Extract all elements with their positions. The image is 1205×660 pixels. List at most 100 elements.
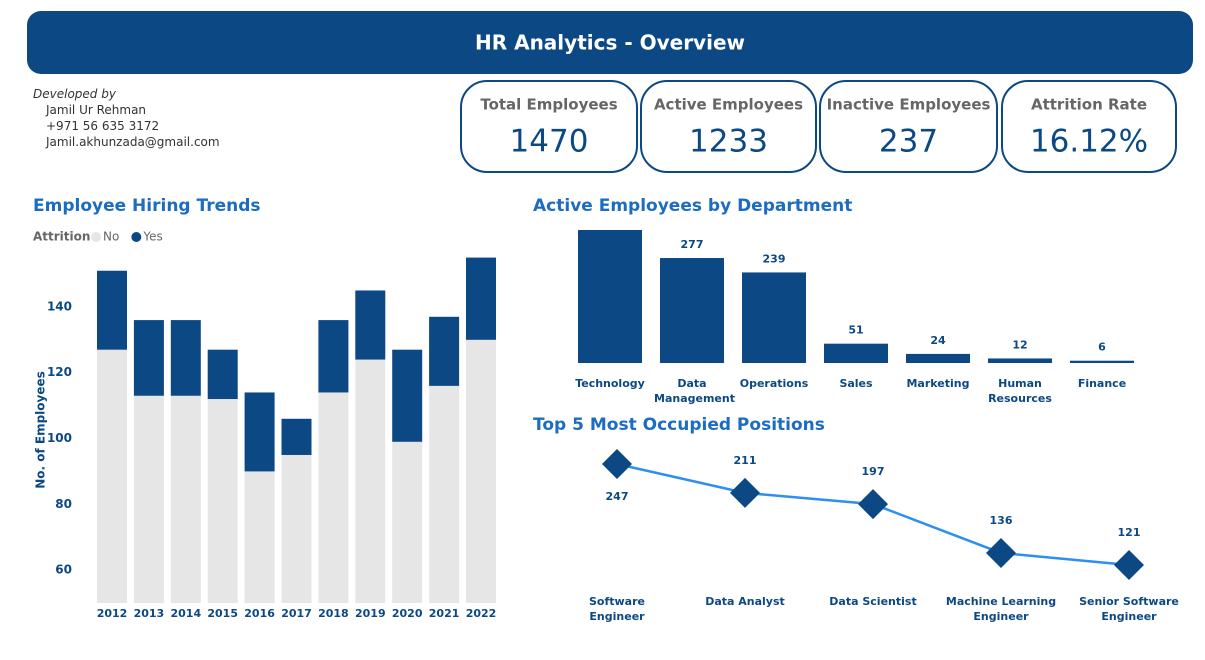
kpi-value: 1233 [689, 124, 768, 160]
x-tick-label: 2021 [429, 607, 460, 620]
bar-segment [355, 290, 386, 360]
y-tick-label: 120 [47, 365, 72, 379]
x-tick-label: 2019 [355, 607, 386, 620]
x-tick-label: 2022 [466, 607, 497, 620]
x-tick-label: 2015 [207, 607, 238, 620]
x-tick-label: 2016 [244, 607, 275, 620]
data-label: 247 [606, 490, 629, 503]
legend-label: No [103, 230, 119, 244]
bar [906, 353, 970, 363]
x-tick-label: 2012 [97, 607, 128, 620]
y-tick-label: 100 [47, 431, 72, 445]
chart-title: Top 5 Most Occupied Positions [533, 415, 825, 435]
x-tick-label: Technology [575, 377, 645, 390]
x-tick-label: Machine Learning Engineer [945, 595, 1057, 623]
bar-segment [207, 399, 238, 603]
bar-segment [207, 349, 238, 400]
x-tick-label: Human Resources [988, 377, 1052, 405]
kpi-label: Attrition Rate [1031, 96, 1147, 114]
bar-segment [318, 392, 349, 603]
bar [1070, 360, 1134, 363]
x-tick-label: Data Management [654, 377, 735, 405]
marker [858, 489, 888, 520]
bar-segment [97, 349, 127, 603]
dev-line: Jamil Ur Rehman [46, 103, 147, 117]
bar-segment [429, 316, 460, 386]
data-label: 24 [930, 334, 946, 347]
legend-swatch [131, 232, 142, 242]
x-tick-label: 2014 [170, 607, 201, 620]
bar [824, 343, 888, 363]
bar-segment [355, 359, 386, 603]
kpi-card [640, 80, 817, 173]
legend-label: Yes [142, 230, 162, 244]
x-tick-label: Data Analyst [705, 595, 785, 608]
chart-title: Active Employees by Department [533, 196, 852, 216]
x-tick-label: 2017 [281, 607, 312, 620]
bar-segment [429, 385, 460, 603]
bar-segment [133, 395, 164, 603]
legend-swatch [91, 232, 101, 242]
dev-caption: Developed by [33, 87, 116, 101]
bar-segment [392, 349, 423, 442]
bar [578, 230, 642, 363]
x-tick-label: 2018 [318, 607, 349, 620]
x-tick-label: 2020 [392, 607, 423, 620]
y-axis-label: No. of Employees [34, 371, 48, 489]
marker [730, 477, 760, 508]
header-bar [27, 11, 1193, 74]
x-tick-label: Software Engineer [589, 595, 645, 623]
bar-segment [244, 471, 275, 603]
kpi-value: 16.12% [1030, 124, 1148, 160]
x-tick-label: Data Scientist [829, 595, 917, 608]
dev-line: +971 56 635 3172 [46, 119, 160, 133]
kpi-card [460, 80, 638, 173]
kpi-label: Inactive Employees [827, 96, 991, 114]
bar-segment [318, 320, 349, 393]
kpi-card [1001, 80, 1177, 173]
bar-segment [170, 395, 201, 603]
data-label: 197 [862, 465, 885, 478]
x-tick-label: 2013 [134, 607, 165, 620]
data-label: 277 [681, 238, 704, 251]
data-label: 211 [734, 454, 757, 467]
bar [988, 358, 1052, 363]
marker [986, 537, 1016, 568]
y-tick-label: 140 [47, 299, 72, 313]
kpi-card [819, 80, 998, 173]
bar-segment [392, 441, 423, 603]
dev-line: Jamil.akhunzada@gmail.com [46, 135, 220, 149]
bar-segment [170, 320, 201, 396]
chart-title: Employee Hiring Trends [33, 196, 261, 216]
x-tick-label: Marketing [906, 377, 970, 390]
x-tick-label: Senior Software Engineer [1079, 595, 1179, 623]
marker [1114, 550, 1144, 580]
page-title: HR Analytics - Overview [475, 31, 745, 55]
kpi-label: Active Employees [654, 96, 803, 114]
legend-title: Attrition [33, 230, 90, 244]
bar-segment [466, 339, 496, 603]
data-label: 136 [990, 514, 1013, 527]
bar [742, 272, 806, 363]
kpi-value: 1470 [510, 124, 589, 160]
kpi-value: 237 [879, 124, 938, 160]
kpi-label: Total Employees [480, 96, 617, 114]
data-label: 121 [1118, 526, 1141, 539]
x-tick-label: Operations [739, 377, 809, 390]
data-label: 12 [1012, 338, 1027, 351]
x-tick-label: Finance [1077, 377, 1127, 390]
bar-segment [97, 270, 127, 350]
x-tick-label: Sales [839, 377, 873, 390]
bar-segment [244, 392, 275, 472]
y-tick-label: 60 [55, 563, 72, 577]
bar-segment [281, 454, 312, 603]
bar-segment [281, 418, 312, 455]
bar [660, 258, 724, 363]
y-tick-label: 80 [55, 497, 72, 511]
bar-segment [466, 257, 496, 340]
bar-segment [133, 320, 164, 396]
data-label: 6 [1098, 341, 1106, 354]
data-label: 51 [848, 324, 863, 337]
